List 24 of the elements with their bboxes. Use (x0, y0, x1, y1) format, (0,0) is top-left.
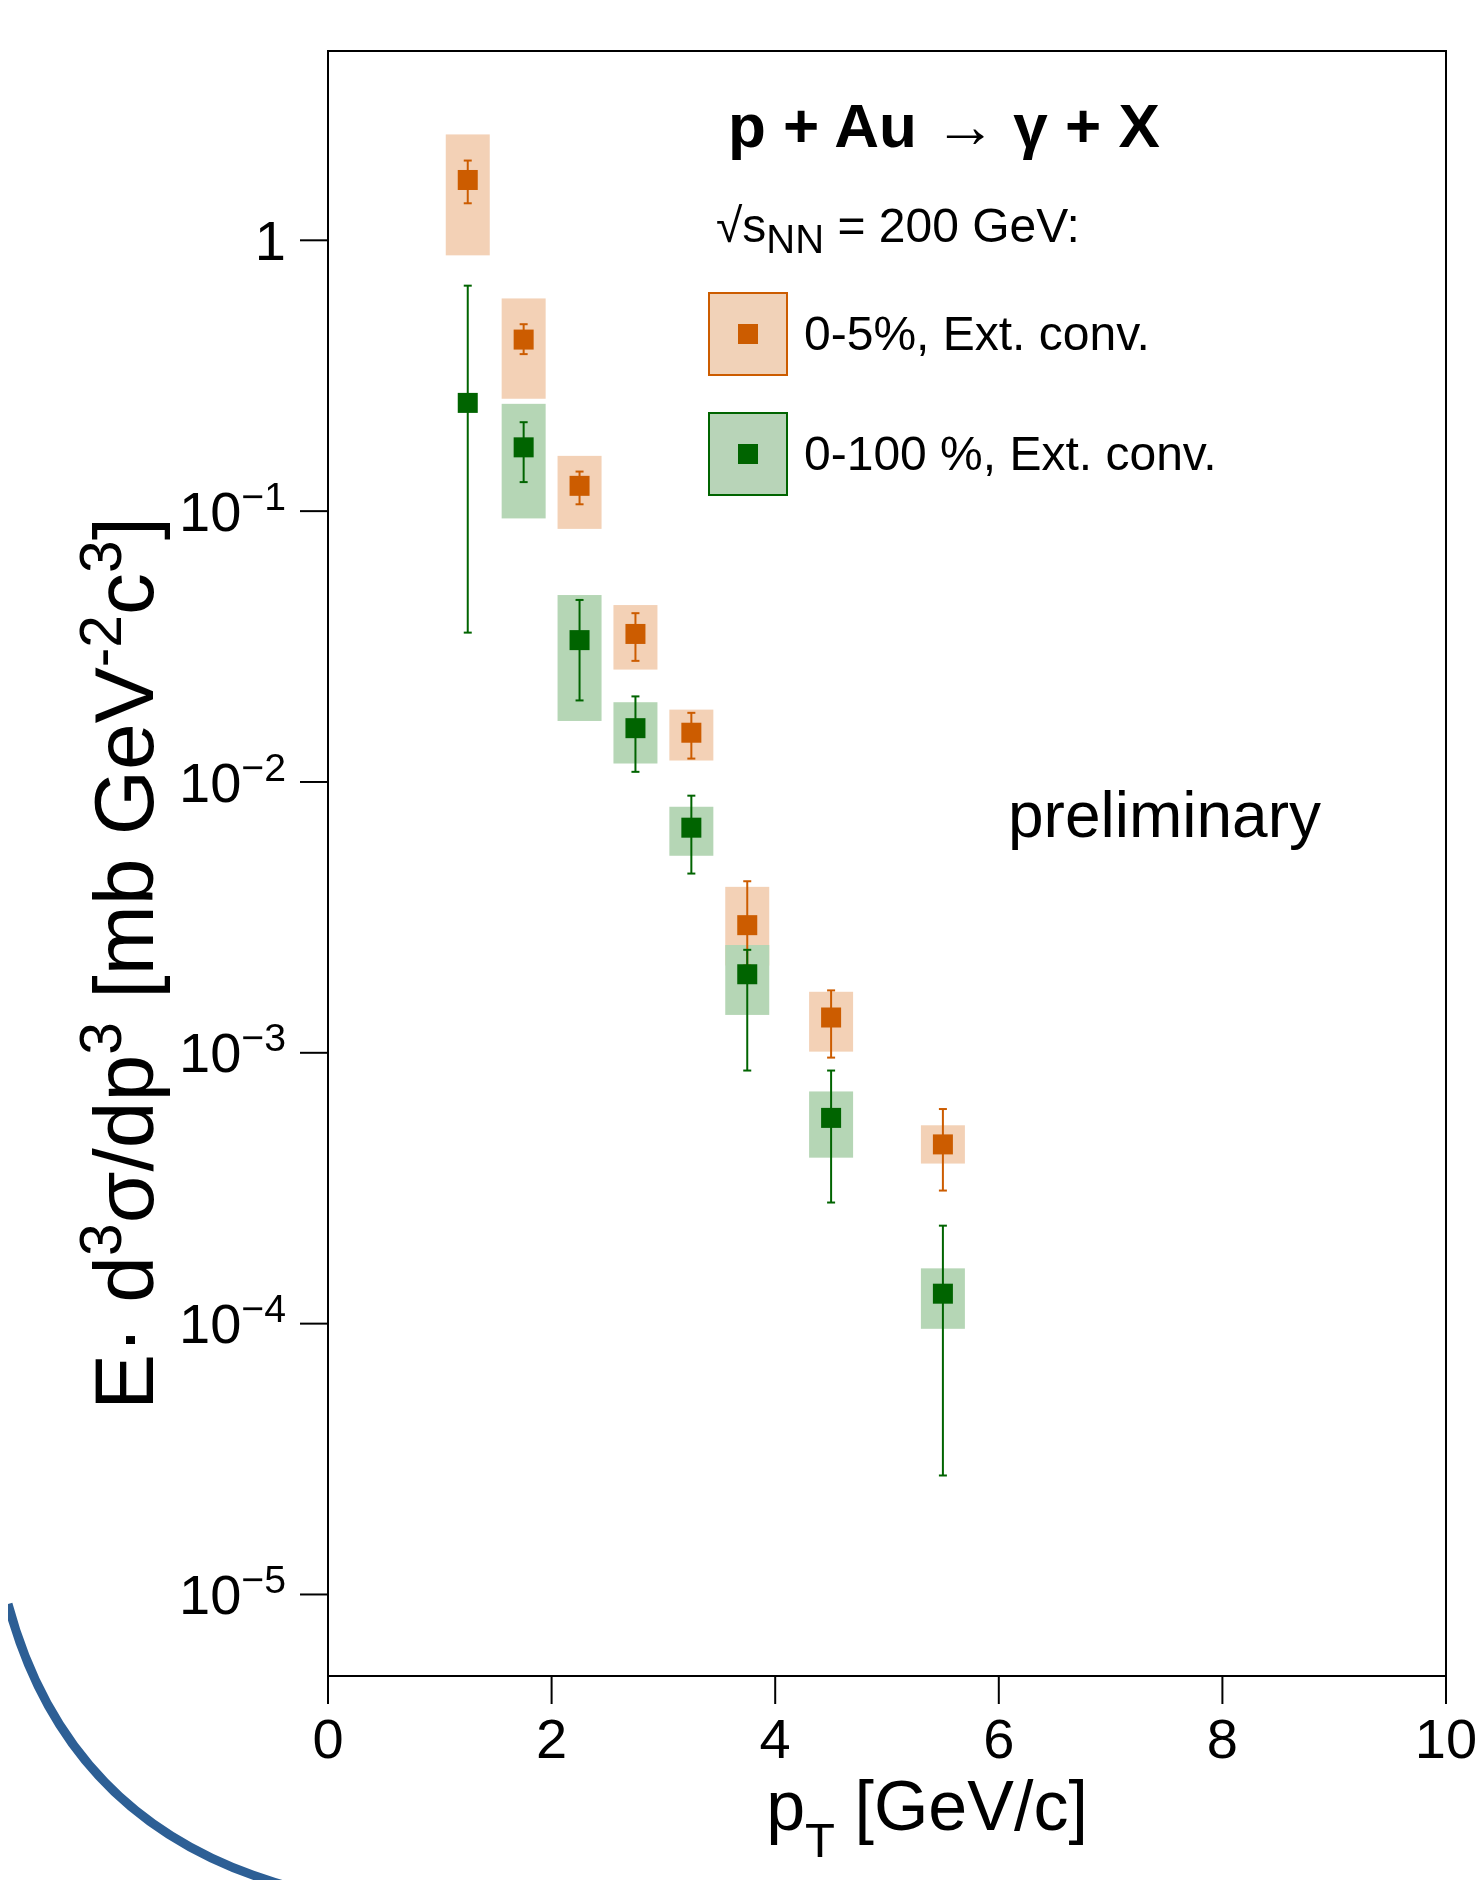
point (513, 437, 534, 458)
x-tick-label: 10 (1414, 1707, 1478, 1770)
y-tick-label: 1 (254, 208, 286, 272)
x-tick-label: 6 (983, 1707, 1015, 1770)
y-tick-label: 10$^{−4}$ (179, 1286, 286, 1356)
x-tick-label: 0 (312, 1707, 344, 1770)
x-tick-label: 4 (759, 1707, 791, 1770)
legend-label: 0-5%, Ext. conv. (804, 306, 1150, 362)
y-tick-label: 10$^{−1}$ (179, 474, 286, 543)
y-tick-label: 10$^{−3}$ (179, 1015, 286, 1085)
annotation: p + Au → γ + X (728, 91, 1160, 160)
bar (445, 134, 490, 256)
point (513, 329, 534, 350)
legend-title: √s$_{NN}$ = 200 GeV: (716, 199, 1080, 261)
point (457, 169, 478, 190)
annotation: preliminary (1008, 779, 1321, 851)
x-tick-label: 8 (1206, 1707, 1238, 1770)
point (457, 392, 478, 413)
y-tick-label: 10$^{−5}$ (179, 1557, 286, 1627)
point (569, 630, 590, 651)
x-tick-label: 2 (536, 1707, 568, 1770)
legend-label: 0-100 %, Ext. conv. (804, 426, 1217, 482)
y-tick-label: 10$^{−2}$ (179, 745, 286, 814)
x-axis-title: p$_{T}$ [GeV/c] (766, 1767, 1088, 1867)
